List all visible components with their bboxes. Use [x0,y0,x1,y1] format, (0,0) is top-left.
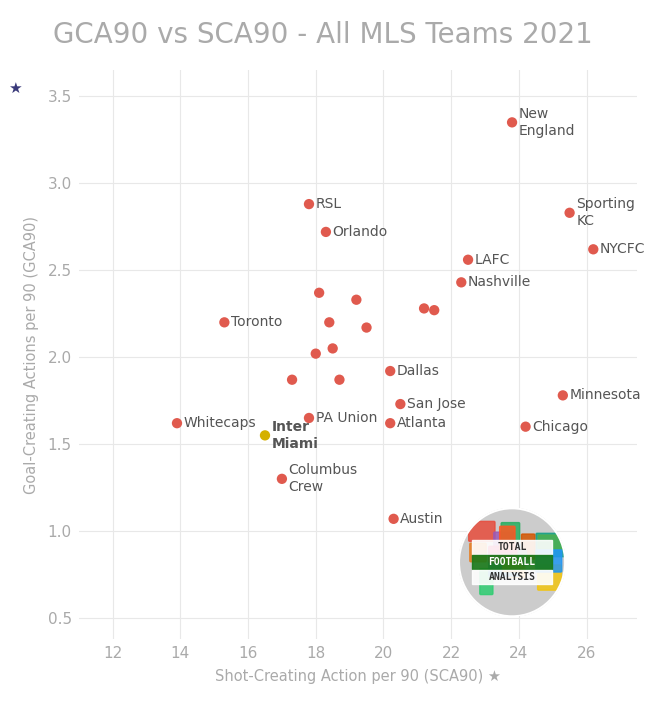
Text: Austin: Austin [400,512,444,526]
Text: PA Union: PA Union [316,411,377,425]
Point [304,412,314,423]
Point [385,418,396,429]
Point [314,287,325,298]
Point [327,343,338,354]
Point [385,366,396,377]
X-axis label: Shot-Creating Action per 90 (SCA90) ★: Shot-Creating Action per 90 (SCA90) ★ [215,669,501,684]
Text: Whitecaps: Whitecaps [184,416,256,430]
Y-axis label: Goal-Creating Actions per 90 (GCA90): Goal-Creating Actions per 90 (GCA90) [24,216,39,494]
Point [588,244,599,255]
Point [388,513,399,524]
Text: GCA90 vs SCA90 - All MLS Teams 2021: GCA90 vs SCA90 - All MLS Teams 2021 [53,21,593,49]
Text: Nashville: Nashville [468,275,532,289]
Text: Dallas: Dallas [397,364,440,378]
Point [419,303,429,314]
Point [219,317,230,328]
Point [429,305,440,316]
Text: Minnesota: Minnesota [570,388,641,402]
Point [334,374,345,385]
Point [520,421,531,432]
Text: NYCFC: NYCFC [600,242,646,256]
Point [564,207,575,218]
Point [361,322,372,333]
Point [463,254,473,265]
Point [321,226,331,237]
Text: RSL: RSL [316,197,342,211]
Text: Chicago: Chicago [532,420,589,434]
Text: Atlanta: Atlanta [397,416,447,430]
Point [287,374,298,385]
Point [507,117,517,128]
Point [311,348,321,359]
Text: New
England: New England [519,107,576,138]
Point [260,430,270,441]
Text: Orlando: Orlando [332,225,388,239]
Text: Toronto: Toronto [231,315,283,329]
Point [324,317,334,328]
Point [351,294,361,305]
Point [304,199,314,210]
Text: Columbus
Crew: Columbus Crew [288,463,358,494]
Text: Sporting
KC: Sporting KC [576,197,635,228]
Text: Inter
Miami: Inter Miami [272,420,319,451]
Point [456,277,466,288]
Point [395,399,405,410]
Point [171,418,182,429]
Text: ★: ★ [8,81,22,96]
Point [558,390,568,401]
Point [277,473,287,484]
Text: LAFC: LAFC [475,253,510,267]
Text: San Jose: San Jose [407,397,466,411]
